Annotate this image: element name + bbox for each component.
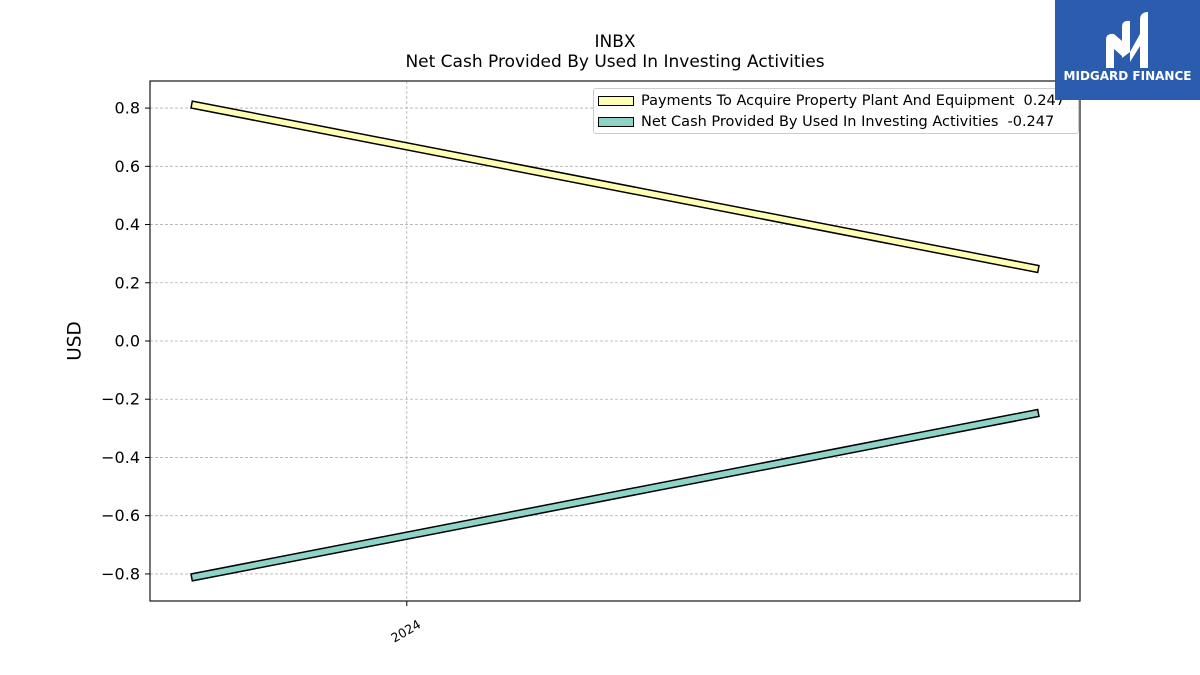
x-tick-label: 2024 xyxy=(388,617,423,646)
chart-legend: Payments To Acquire Property Plant And E… xyxy=(593,88,1079,134)
legend-item: Payments To Acquire Property Plant And E… xyxy=(598,90,1078,111)
midgard-finance-logo: MIDGARD FINANCE xyxy=(1055,0,1200,100)
legend-swatch xyxy=(598,95,634,106)
legend-value: -0.247 xyxy=(1007,113,1055,130)
axes: 0.8 0.6 0.4 0.2 0.0 −0.2 −0.4 −0.6 −0.8 2024 xyxy=(101,99,423,646)
series-line-2 xyxy=(190,408,1040,582)
legend-label: Payments To Acquire Property Plant And E… xyxy=(641,92,1015,109)
legend-value: 0.247 xyxy=(1023,92,1066,109)
y-tick-label: 0.2 xyxy=(115,273,140,292)
logo-graphic: MIDGARD FINANCE xyxy=(1064,12,1192,83)
chart-title: INBX xyxy=(594,32,635,52)
y-axis-label: USD xyxy=(65,321,86,361)
logo-text: MIDGARD FINANCE xyxy=(1064,69,1192,83)
y-tick-label: −0.2 xyxy=(101,390,140,409)
y-tick-label: 0.6 xyxy=(115,157,140,176)
y-tick-label: 0.0 xyxy=(115,332,140,351)
chart-subtitle: Net Cash Provided By Used In Investing A… xyxy=(405,52,824,72)
y-tick-label: 0.4 xyxy=(115,215,140,234)
y-tick-label: 0.8 xyxy=(115,99,140,118)
y-tick-label: −0.6 xyxy=(101,506,140,525)
legend-label: Net Cash Provided By Used In Investing A… xyxy=(641,113,999,130)
grid-lines xyxy=(150,81,1080,601)
y-tick-label: −0.4 xyxy=(101,448,140,467)
series-line-1 xyxy=(190,100,1040,274)
series-layer xyxy=(190,100,1040,582)
midgard-logo-icon xyxy=(1106,12,1148,68)
y-tick-label: −0.8 xyxy=(101,564,140,583)
legend-item: Net Cash Provided By Used In Investing A… xyxy=(598,111,1078,132)
legend-swatch xyxy=(598,116,634,127)
